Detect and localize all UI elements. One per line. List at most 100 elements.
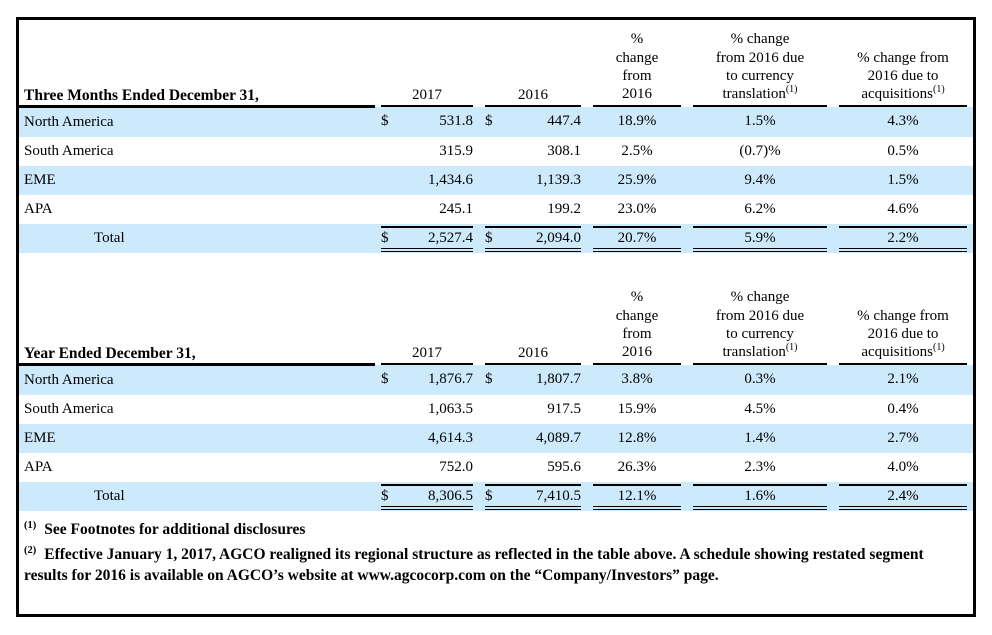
pct-acquisitions-cell: 1.5% <box>833 166 973 195</box>
table-row-total: Total $2,527.4 $2,094.0 20.7% 5.9% 2.2% <box>19 224 973 253</box>
pct-currency-value: 1.4% <box>744 430 776 446</box>
table-row-total: Total $8,306.5 $7,410.5 12.1% 1.6% 2.4% <box>19 482 973 511</box>
value-2017-cell: 4,614.3 <box>375 424 479 453</box>
value-2016-cell: 4,089.7 <box>479 424 587 453</box>
pct-acquisitions-value: 0.4% <box>887 401 919 417</box>
pct-currency-value: 9.4% <box>744 172 776 188</box>
value-2016-cell: 308.1 <box>479 137 587 166</box>
header-row: Three Months Ended December 31, 2017 201… <box>19 20 973 108</box>
table-title: Year Ended December 31, <box>19 279 375 366</box>
pct-change-cell: 20.7% <box>587 224 687 253</box>
dollar-sign: $ <box>381 229 389 246</box>
value-2016: 2,094.0 <box>536 229 581 246</box>
pct-change-value: 12.1% <box>593 483 681 510</box>
pct-currency-cell: 0.3% <box>687 365 833 396</box>
col-header-pct-currency-text: % change from 2016 due to currency trans… <box>715 31 805 103</box>
pct-change-cell: 12.1% <box>587 482 687 511</box>
value-2016-cell: 199.2 <box>479 195 587 224</box>
pct-acquisitions-cell: 0.5% <box>833 137 973 166</box>
value-2017: 1,434.6 <box>428 172 473 188</box>
pct-currency-value: 1.5% <box>744 113 776 130</box>
three-months-table: Three Months Ended December 31, 2017 201… <box>19 20 973 253</box>
footnote-2: (2) Effective January 1, 2017, AGCO reali… <box>24 544 965 586</box>
value-2016-cell: 917.5 <box>479 395 587 424</box>
table-row-north-america: North America $531.8 $447.4 18.9% 1.5% 4… <box>19 106 973 138</box>
value-2017-cell: 1,434.6 <box>375 166 479 195</box>
pct-acquisitions-value: 2.1% <box>887 371 919 388</box>
pct-change-value: 20.7% <box>593 225 681 252</box>
pct-currency-value: 4.5% <box>744 401 776 417</box>
value-2017: 1,063.5 <box>428 401 473 417</box>
pct-acquisitions-value: 0.5% <box>887 143 919 159</box>
region-label: EME <box>24 430 56 446</box>
pct-change-value: 26.3% <box>617 459 657 475</box>
pct-currency-value: (0.7)% <box>739 143 781 159</box>
pct-change-value: 18.9% <box>617 113 657 130</box>
dollar-sign: $ <box>381 371 389 388</box>
value-2017-cell: 315.9 <box>375 137 479 166</box>
dollar-sign: $ <box>485 113 493 130</box>
region-label: South America <box>24 401 114 417</box>
col-header-pct-acquisitions-cell: % change from 2016 due to acquisitions(1… <box>833 279 973 365</box>
dollar-sign: $ <box>381 113 389 130</box>
value-2017: 315.9 <box>439 143 473 159</box>
pct-acquisitions-cell: 4.6% <box>833 195 973 224</box>
region-label: APA <box>24 201 53 217</box>
col-header-pct-change-cell: % change from 2016 <box>587 20 687 107</box>
pct-change-cell: 2.5% <box>587 137 687 166</box>
pct-currency-cell: (0.7)% <box>687 137 833 166</box>
pct-acquisitions-value: 2.4% <box>839 483 967 510</box>
value-2016: 1,807.7 <box>536 371 581 388</box>
value-2016-cell: 1,139.3 <box>479 166 587 195</box>
col-header-2017-cell: 2017 <box>375 20 479 107</box>
pct-change-value: 2.5% <box>621 143 653 159</box>
footnote-1-text: See Footnotes for additional disclosures <box>44 521 306 538</box>
col-header-pct-change-text: % change from 2016 <box>615 31 659 103</box>
dollar-sign: $ <box>485 371 493 388</box>
col-header-2017: 2017 <box>381 87 473 107</box>
year-ended-table: Year Ended December 31, 2017 2016 % chan… <box>19 279 973 511</box>
pct-currency-value: 2.3% <box>744 459 776 475</box>
value-2017: 531.8 <box>439 113 473 130</box>
value-2016-cell: $447.4 <box>479 107 587 138</box>
pct-currency-value: 5.9% <box>693 225 827 252</box>
value-2017: 2,527.4 <box>428 229 473 246</box>
col-header-pct-acquisitions-text: % change from 2016 due to acquisitions <box>857 307 949 361</box>
dollar-sign: $ <box>485 229 493 246</box>
col-header-pct-acquisitions-text: % change from 2016 due to acquisitions <box>857 49 949 103</box>
col-header-pct-change-cell: % change from 2016 <box>587 279 687 365</box>
pct-acquisitions-value: 2.2% <box>839 225 967 252</box>
region-label: North America <box>24 372 114 388</box>
dollar-sign: $ <box>485 487 493 504</box>
pct-change-value: 12.8% <box>617 430 657 446</box>
pct-acquisitions-cell: 4.0% <box>833 453 973 482</box>
pct-acquisitions-cell: 0.4% <box>833 395 973 424</box>
total-label: Total <box>94 230 125 246</box>
pct-change-cell: 25.9% <box>587 166 687 195</box>
region-label: North America <box>24 114 114 130</box>
pct-currency-value: 0.3% <box>744 371 776 388</box>
table-frame: Three Months Ended December 31, 2017 201… <box>16 17 976 617</box>
pct-change-value: 15.9% <box>617 401 657 417</box>
pct-acquisitions-cell: 2.1% <box>833 365 973 396</box>
col-header-2017: 2017 <box>381 345 473 365</box>
value-2017-cell: $8,306.5 <box>375 482 479 511</box>
pct-change-value: 3.8% <box>621 371 653 388</box>
value-2016: 917.5 <box>547 401 581 417</box>
pct-currency-cell: 1.5% <box>687 107 833 138</box>
col-header-pct-acquisitions: % change from 2016 due to acquisitions(1… <box>839 307 967 365</box>
footnotes-section: (1) See Footnotes for additional disclosu… <box>19 519 973 586</box>
pct-currency-cell: 4.5% <box>687 395 833 424</box>
value-2016: 7,410.5 <box>536 487 581 504</box>
value-2017-cell: 752.0 <box>375 453 479 482</box>
col-header-2016-cell: 2016 <box>479 20 587 107</box>
value-2017: 8,306.5 <box>428 487 473 504</box>
table-row-eme: EME 4,614.3 4,089.7 12.8% 1.4% 2.7% <box>19 424 973 453</box>
table-row-south-america: South America 315.9 308.1 2.5% (0.7)% 0.… <box>19 137 973 166</box>
col-header-pct-currency-cell: % change from 2016 due to currency trans… <box>687 20 833 107</box>
value-2016-cell: $7,410.5 <box>479 482 587 511</box>
value-2017-cell: $1,876.7 <box>375 365 479 396</box>
col-header-pct-currency: % change from 2016 due to currency trans… <box>693 288 827 365</box>
table-row-apa: APA 752.0 595.6 26.3% 2.3% 4.0% <box>19 453 973 482</box>
